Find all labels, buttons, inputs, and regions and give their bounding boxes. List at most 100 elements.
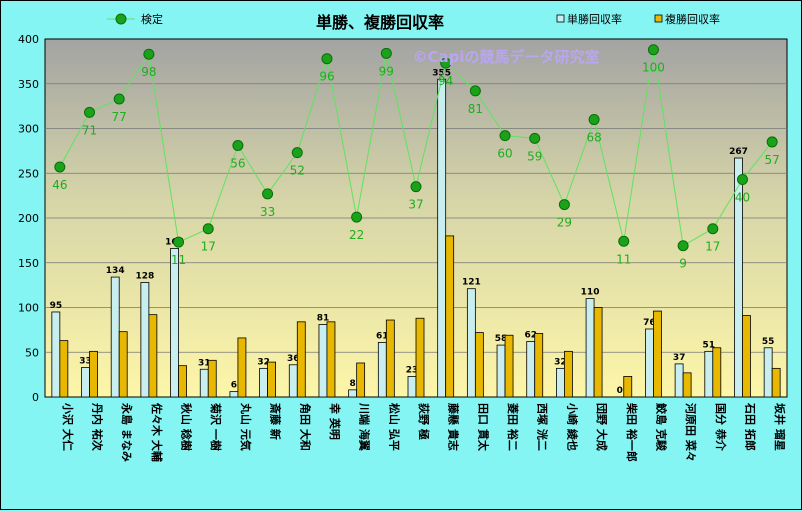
x-tick-text: 小崎 綾也: [565, 402, 579, 451]
bar-label-tansho: 76: [643, 318, 656, 328]
line-label-kentei: 60: [497, 147, 512, 161]
line-point-kentei: [588, 114, 600, 126]
bar-label-tansho: 32: [554, 357, 567, 367]
bar-label-tansho: 51: [703, 340, 716, 350]
line-point-kentei: [440, 57, 452, 69]
line-label-kentei: 100: [642, 61, 665, 75]
x-tick-label: 小崎 綾也: [565, 402, 579, 451]
x-tick-text: 藤懸 貴志: [447, 403, 461, 451]
x-tick-text: 鮫島 克駿: [654, 403, 668, 452]
line-point-kentei: [677, 240, 689, 252]
bar-tansho: [170, 248, 179, 398]
bar-tansho: [377, 342, 387, 398]
bar-fukusho: [593, 307, 603, 398]
bar-label-tansho: 0: [617, 386, 623, 396]
line-point-kentei: [736, 174, 748, 186]
y-tick-label: 350: [18, 78, 39, 91]
line-point-kentei: [173, 236, 185, 248]
y-tick-label: 0: [32, 391, 39, 404]
bar-label-tansho: 58: [495, 334, 508, 344]
line-label-kentei: 17: [705, 240, 720, 254]
x-tick-label: 荻野 極: [417, 403, 431, 440]
y-tick-label: 150: [18, 257, 39, 270]
x-tick-label: 松山 弘平: [387, 403, 401, 451]
x-tick-text: 角田 大和: [298, 403, 312, 451]
bar-tansho: [110, 276, 120, 398]
legend-swatch-tansho: [556, 14, 565, 23]
bar-fukusho: [148, 314, 158, 398]
bar-tansho: [407, 376, 417, 398]
x-tick-text: 荻野 極: [417, 403, 431, 440]
bar-fukusho: [534, 333, 544, 398]
bar-tansho: [318, 324, 328, 398]
x-tick-text: 佐々木 大輔: [150, 402, 164, 462]
line-label-kentei: 98: [141, 65, 156, 79]
x-tick-label: 丹内 祐次: [91, 403, 105, 451]
bar-label-tansho: 267: [729, 147, 748, 157]
line-point-kentei: [529, 132, 541, 144]
x-tick-text: 西塚 洸二: [536, 403, 550, 451]
bar-fukusho: [682, 372, 692, 398]
x-tick-text: 永島 まなみ: [120, 402, 134, 462]
bar-label-tansho: 95: [50, 301, 63, 311]
bar-tansho: [199, 368, 209, 398]
line-label-kentei: 57: [765, 153, 780, 167]
bar-fukusho: [742, 315, 751, 398]
x-tick-label: 田口 貫太: [476, 403, 490, 452]
line-label-kentei: 99: [379, 64, 394, 78]
x-tick-label: 斎藤 新: [269, 403, 283, 440]
line-label-kentei: 52: [290, 164, 305, 178]
bar-tansho: [556, 367, 565, 398]
x-tick-label: 永島 まなみ: [120, 402, 134, 462]
bar-fukusho: [623, 376, 633, 398]
x-tick-text: 坂井 瑠星: [773, 403, 787, 451]
bar-label-tansho: 121: [462, 278, 481, 288]
bar-fukusho: [504, 334, 514, 398]
x-tick-label: 坂井 瑠星: [773, 403, 787, 451]
bar-fukusho: [296, 321, 306, 398]
line-label-kentei: 71: [82, 123, 97, 137]
x-tick-label: 小沢 大仁: [61, 402, 75, 451]
line-point-kentei: [202, 223, 214, 235]
line-label-kentei: 59: [527, 149, 542, 163]
bar-fukusho: [356, 362, 366, 398]
bar-tansho: [496, 344, 506, 398]
y-tick-label: 300: [18, 123, 39, 136]
bar-fukusho: [59, 340, 69, 398]
x-tick-label: 柴田 裕一郎: [625, 402, 639, 462]
line-point-kentei: [113, 93, 125, 105]
bar-tansho: [704, 350, 714, 398]
bar-label-tansho: 128: [135, 271, 154, 281]
bar-label-tansho: 6: [231, 381, 237, 391]
line-point-kentei: [707, 223, 719, 235]
bar-tansho: [585, 298, 595, 398]
line-point-kentei: [143, 48, 155, 60]
x-tick-text: 幸 英明: [328, 403, 342, 440]
x-tick-text: 河原田 菜々: [684, 403, 698, 462]
bar-fukusho: [474, 332, 484, 398]
bar-tansho: [763, 347, 773, 398]
bar-label-tansho: 37: [673, 353, 686, 363]
x-tick-label: 角田 大和: [298, 403, 312, 451]
bar-label-tansho: 134: [106, 266, 125, 276]
bar-tansho: [674, 363, 684, 398]
x-tick-label: 鮫島 克駿: [654, 403, 668, 452]
bar-tansho: [229, 391, 239, 398]
line-point-kentei: [291, 147, 303, 159]
line-point-kentei: [469, 85, 481, 97]
y-tick-label: 100: [18, 302, 39, 315]
bar-label-tansho: 61: [376, 331, 389, 341]
x-tick-text: 菱田 裕二: [506, 403, 520, 451]
bar-label-tansho: 31: [198, 358, 211, 368]
watermark-text: ©Capiの競馬データ研究室: [412, 48, 599, 66]
bar-tansho: [437, 78, 447, 398]
x-tick-text: 丹内 祐次: [91, 403, 105, 451]
legend-label-tansho: 単勝回収率: [567, 12, 622, 26]
x-tick-label: 石田 拓郎: [743, 402, 757, 451]
line-label-kentei: 94: [438, 74, 453, 88]
bar-label-tansho: 23: [406, 365, 419, 375]
bar-fukusho: [712, 347, 722, 398]
bar-label-tansho: 36: [287, 354, 300, 364]
